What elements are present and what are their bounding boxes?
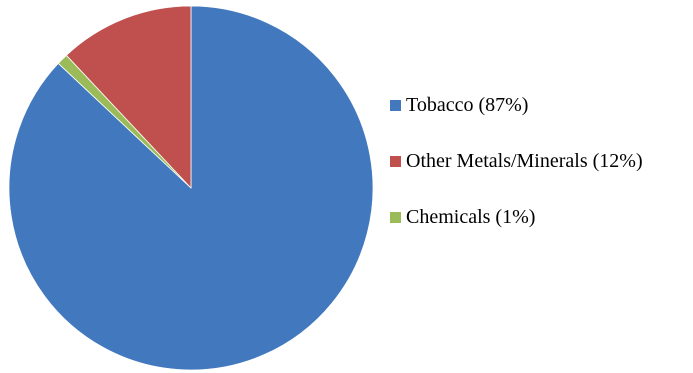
legend-item-chemicals: Chemicals (1%) [390,203,643,231]
pie-chart [8,5,374,371]
legend-swatch-tobacco [390,99,401,111]
chart-legend: Tobacco (87%) Other Metals/Minerals (12%… [390,91,643,259]
legend-swatch-chemicals [390,211,401,223]
legend-label-tobacco: Tobacco (87%) [406,93,529,116]
legend-item-tobacco: Tobacco (87%) [390,91,643,119]
pie-slice-other-metals-minerals [66,5,192,189]
legend-item-other-metals-minerals: Other Metals/Minerals (12%) [390,147,643,175]
legend-label-other-metals-minerals: Other Metals/Minerals (12%) [406,149,643,172]
legend-label-chemicals: Chemicals (1%) [406,205,536,228]
legend-swatch-other-metals-minerals [390,155,401,167]
